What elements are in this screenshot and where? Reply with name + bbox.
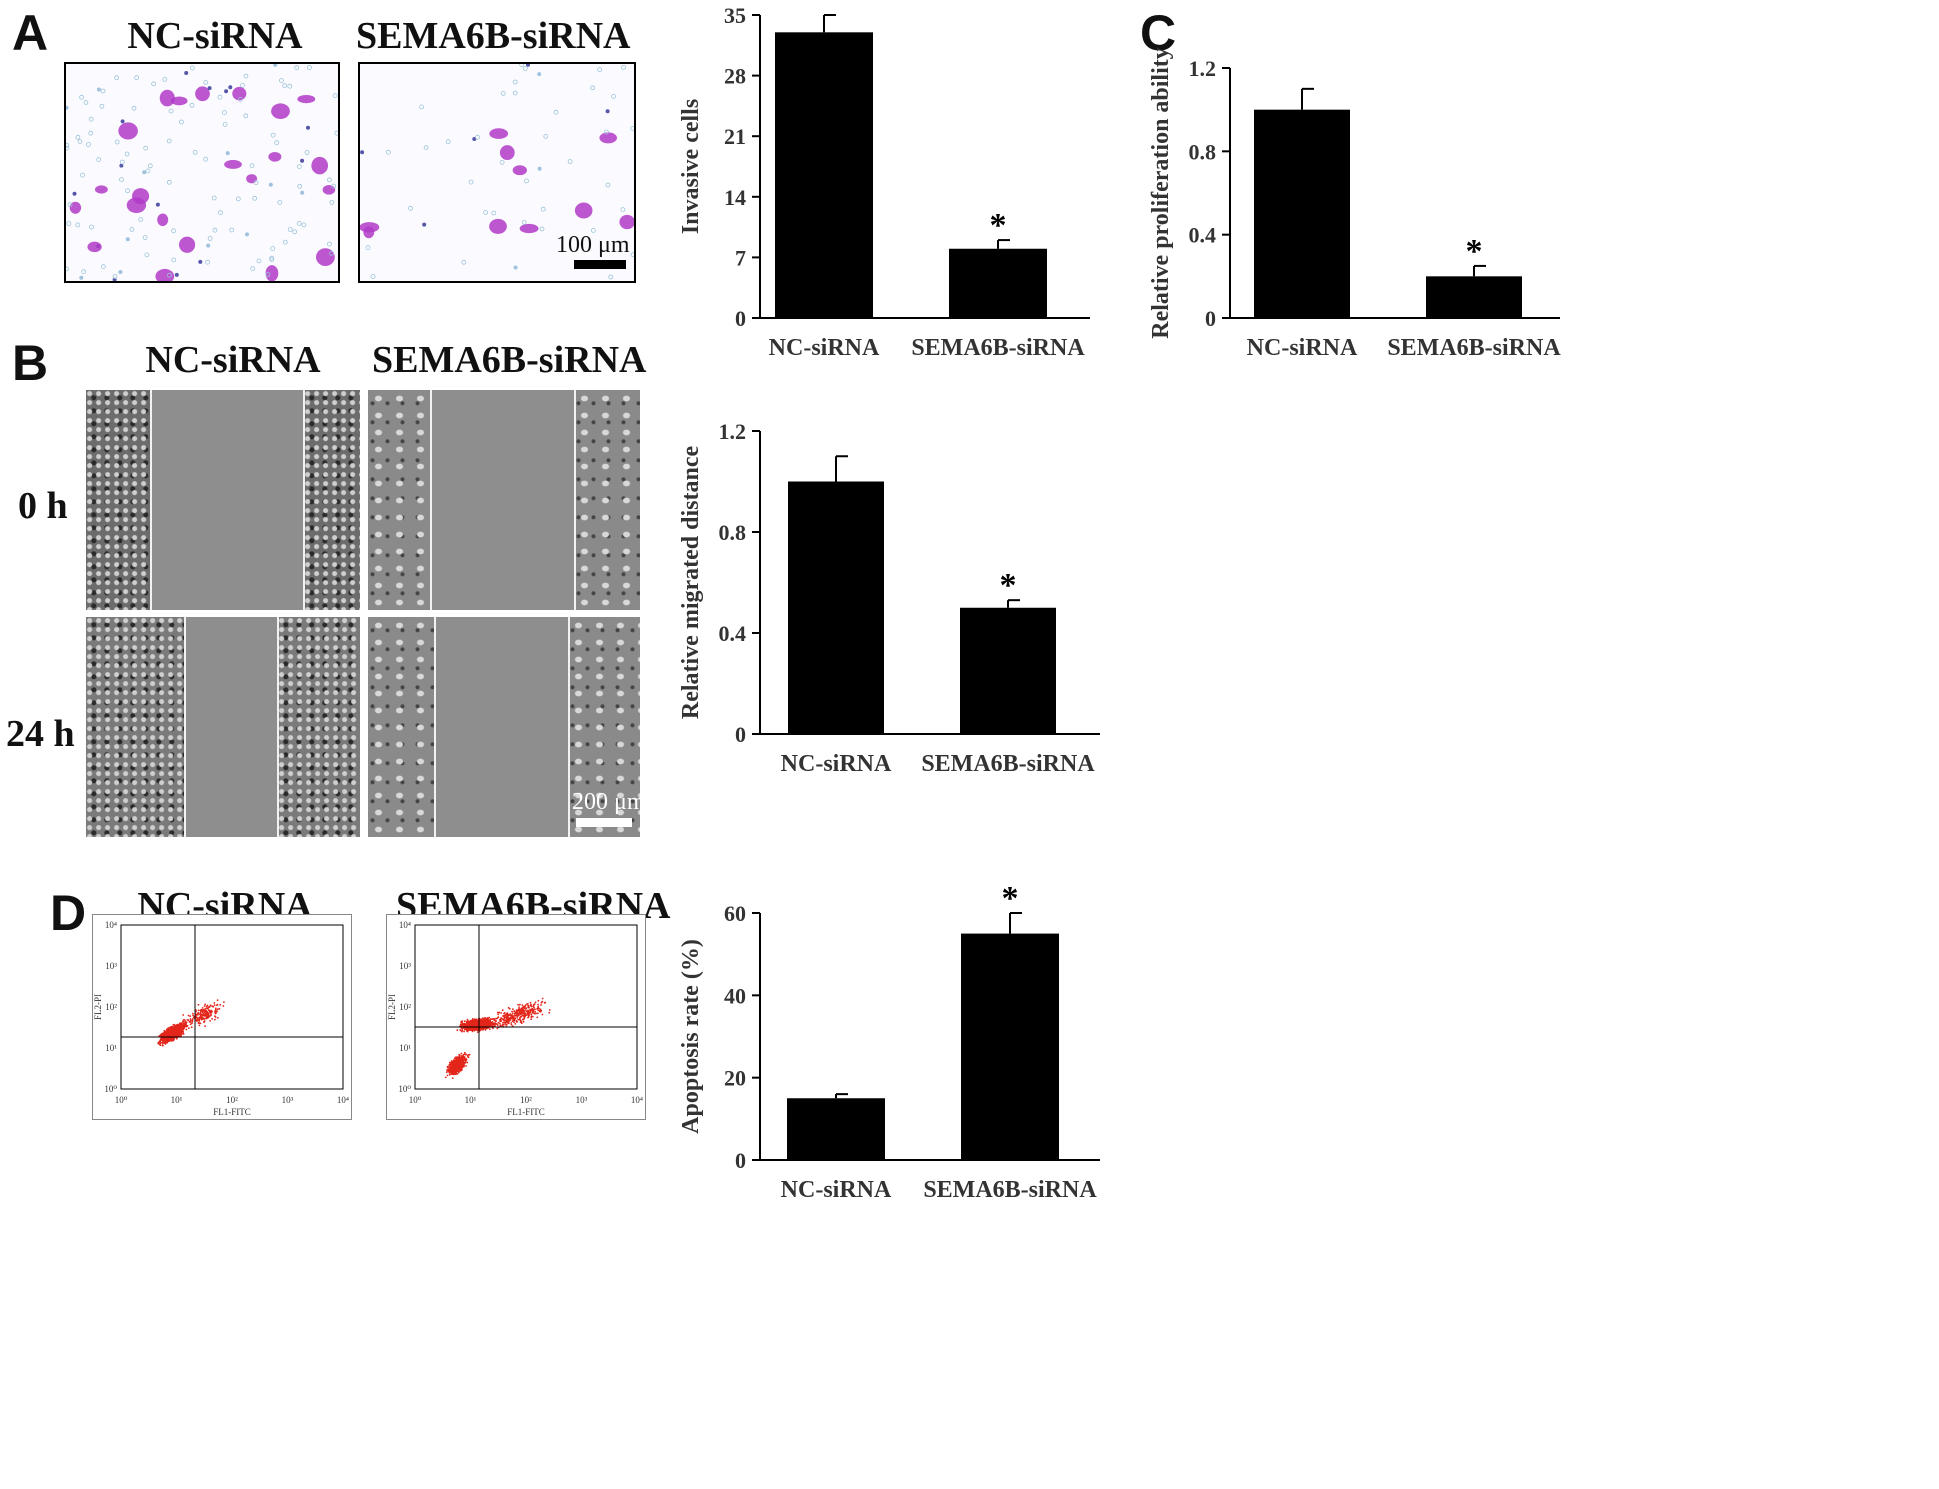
- bar: [961, 933, 1059, 1160]
- flow-y-tick-label: 10²: [399, 1002, 411, 1012]
- flow-y-axis-label: FL2-PI: [387, 994, 397, 1020]
- panel-letter-b: B: [12, 335, 49, 391]
- category-label: NC-siRNA: [781, 1177, 892, 1203]
- flow-y-tick-label: 10⁰: [398, 1084, 411, 1094]
- y-tick-label: 0.4: [719, 621, 747, 646]
- flow-x-tick-label: 10²: [226, 1095, 238, 1105]
- invasion-micrograph-nc: [64, 62, 340, 283]
- scale-bar-label-100um: 100 μm: [556, 232, 630, 258]
- flow-events: [157, 999, 225, 1047]
- panel-a-image-label-nc: NC-siRNA: [127, 15, 303, 57]
- y-tick-label: 0.4: [1189, 223, 1217, 248]
- category-label: NC-siRNA: [1247, 335, 1358, 361]
- flow-x-tick-label: 10⁴: [337, 1095, 349, 1105]
- panel-b-image-label-sema6b: SEMA6B-siRNA: [372, 339, 647, 381]
- category-label: NC-siRNA: [781, 751, 892, 777]
- category-label: SEMA6B-siRNA: [911, 335, 1085, 361]
- y-tick-label: 0: [735, 1148, 746, 1173]
- flow-x-axis-label: FL1-FITC: [213, 1107, 251, 1117]
- bar: [960, 607, 1056, 734]
- flow-x-tick-label: 10³: [282, 1095, 294, 1105]
- flow-plot-frame: [414, 924, 638, 1090]
- flow-x-tick-label: 10⁴: [631, 1095, 643, 1105]
- chart-relative-migrated-distance: 0 0.4 0.8 1.2 Relative migrated distance NC-s…: [678, 419, 1100, 777]
- panel-letter-d: D: [50, 885, 87, 941]
- scale-bar-label-200um: 200 μm: [572, 789, 640, 815]
- time-label-0h: 0 h: [18, 485, 68, 527]
- y-tick-label: 35: [724, 3, 746, 28]
- stained-cells: [360, 64, 634, 280]
- flow-y-tick-label: 10²: [105, 1002, 117, 1012]
- invasion-micrograph-sema6b: 100 μm: [358, 62, 636, 283]
- scale-bar-100um: [574, 260, 626, 269]
- chart-apoptosis-rate: 0 20 40 60 Apoptosis rate (%) NC-siRNA * SEMA6B…: [678, 880, 1100, 1203]
- significance-marker: *: [1002, 880, 1019, 917]
- y-tick-label: 20: [724, 1066, 746, 1091]
- y-tick-label: 0: [735, 306, 746, 331]
- scale-bar-200um: [576, 818, 632, 827]
- y-tick-label: 60: [724, 901, 746, 926]
- bar: [775, 32, 873, 319]
- flow-y-tick-label: 10¹: [105, 1043, 117, 1053]
- time-label-24h: 24 h: [6, 713, 75, 755]
- flow-x-tick-label: 10¹: [171, 1095, 183, 1105]
- flow-x-tick-label: 10²: [520, 1095, 532, 1105]
- flow-y-tick-label: 10⁰: [104, 1084, 117, 1094]
- panel-a-image-label-sema6b: SEMA6B-siRNA: [356, 15, 631, 57]
- y-tick-label: 0.8: [719, 520, 747, 545]
- y-tick-label: 28: [724, 64, 746, 89]
- wound-image-sema6b-0h: [368, 390, 640, 610]
- y-axis-label: Apoptosis rate (%): [678, 939, 704, 1134]
- category-label: SEMA6B-siRNA: [923, 1177, 1097, 1203]
- flow-y-tick-label: 10¹: [399, 1043, 411, 1053]
- flow-plot-frame: [120, 924, 344, 1090]
- wound-image-sema6b-24h: 200 μm: [368, 617, 640, 837]
- panel-letter-c: C: [1140, 5, 1177, 61]
- category-label: NC-siRNA: [769, 335, 880, 361]
- y-tick-label: 0: [735, 722, 746, 747]
- flow-y-tick-label: 10⁴: [105, 920, 117, 930]
- y-tick-label: 0.8: [1189, 139, 1217, 164]
- category-label: SEMA6B-siRNA: [1387, 335, 1561, 361]
- chart-invasive-cells: 0 7 14 21 28 35 Invasive cells NC-siRNA * SEMA6B-…: [678, 3, 1090, 361]
- panel-letter-a: A: [12, 5, 49, 61]
- bar: [1426, 276, 1522, 318]
- flow-y-tick-label: 10³: [105, 961, 117, 971]
- stained-cells: [66, 64, 338, 281]
- flow-y-axis-label: FL2-PI: [93, 994, 103, 1020]
- y-tick-label: 14: [724, 185, 746, 210]
- y-tick-label: 0: [1205, 306, 1216, 331]
- flow-events: [444, 997, 551, 1079]
- panel-b-image-label-nc: NC-siRNA: [145, 339, 321, 381]
- y-tick-label: 7: [735, 245, 746, 270]
- wound-image-nc-0h: [86, 390, 360, 610]
- y-axis-label: Relative migrated distance: [678, 446, 704, 720]
- wound-image-nc-24h: [86, 617, 360, 837]
- bar: [787, 1098, 885, 1160]
- significance-marker: *: [990, 207, 1007, 244]
- y-tick-label: 21: [724, 124, 746, 149]
- significance-marker: *: [1466, 233, 1483, 270]
- significance-marker: *: [1000, 567, 1017, 604]
- flow-x-tick-label: 10¹: [465, 1095, 477, 1105]
- bar: [1254, 109, 1350, 319]
- y-tick-label: 1.2: [1189, 56, 1217, 81]
- flow-x-tick-label: 10³: [576, 1095, 588, 1105]
- y-axis-label: Invasive cells: [678, 99, 704, 234]
- flow-x-tick-label: 10⁰: [409, 1095, 422, 1105]
- bar: [788, 481, 884, 734]
- flow-y-tick-label: 10⁴: [399, 920, 411, 930]
- flow-y-tick-label: 10³: [399, 961, 411, 971]
- category-label: SEMA6B-siRNA: [921, 751, 1095, 777]
- y-axis-label: Relative proliferation ability: [1148, 47, 1174, 339]
- flow-x-axis-label: FL1-FITC: [507, 1107, 545, 1117]
- flow-cytometry-plot-nc: 10⁰ 10⁰ 10¹ 10¹ 10² 10² 10³ 10³ 10⁴ 10⁴ FL1-FITC FL…: [92, 914, 352, 1120]
- flow-cytometry-plot-sema6b: 10⁰ 10⁰ 10¹ 10¹ 10² 10² 10³ 10³ 10⁴ 10⁴ FL1-FITC FL…: [386, 914, 646, 1120]
- flow-x-tick-label: 10⁰: [115, 1095, 128, 1105]
- chart-relative-proliferation: 0 0.4 0.8 1.2 Relative proliferation ability…: [1148, 47, 1561, 361]
- y-tick-label: 40: [724, 983, 746, 1008]
- bar: [949, 248, 1047, 318]
- y-tick-label: 1.2: [719, 419, 747, 444]
